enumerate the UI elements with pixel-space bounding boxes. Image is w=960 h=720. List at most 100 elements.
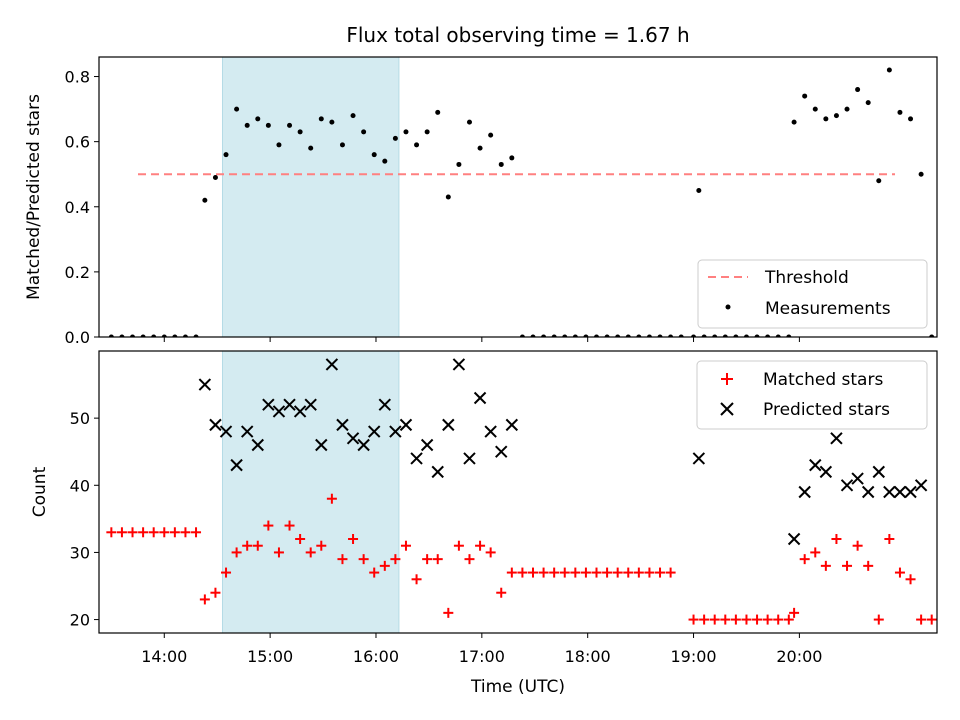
measurement-point bbox=[509, 155, 515, 161]
measurement-point bbox=[212, 174, 218, 180]
matched-star-point bbox=[623, 567, 634, 578]
predicted-star-point bbox=[378, 398, 392, 411]
predicted-star-point bbox=[819, 465, 833, 479]
matched-star-point bbox=[390, 554, 401, 565]
predicted-star-point bbox=[293, 405, 307, 418]
measurement-point bbox=[615, 334, 621, 337]
measurement-point bbox=[844, 106, 850, 112]
x-tick-label: 20:00 bbox=[776, 647, 822, 666]
measurement-point bbox=[318, 116, 324, 122]
measurement-point bbox=[466, 119, 472, 125]
matched-star-point bbox=[783, 614, 794, 625]
matched-star-point bbox=[688, 614, 699, 625]
predicted-star-point bbox=[463, 452, 476, 465]
matched-star-point bbox=[644, 567, 655, 578]
predicted-star-point bbox=[505, 418, 519, 432]
predicted-star-point bbox=[904, 485, 917, 499]
predicted-star-point bbox=[883, 485, 896, 499]
measurement-point bbox=[908, 116, 914, 122]
measurement-point bbox=[604, 334, 610, 337]
matched-star-point bbox=[326, 493, 337, 504]
bottom-y-axis-label: Count bbox=[30, 466, 50, 517]
measurement-point bbox=[722, 334, 728, 337]
matched-star-point bbox=[884, 534, 895, 544]
measurement-point bbox=[646, 334, 652, 337]
matched-star-point bbox=[191, 527, 202, 538]
matched-star-point bbox=[762, 614, 773, 625]
predicted-star-point bbox=[830, 432, 843, 445]
legend-predicted-label: Predicted stars bbox=[763, 400, 890, 420]
measurement-point bbox=[551, 334, 557, 337]
measurement-point bbox=[424, 129, 430, 135]
matched-star-point bbox=[506, 567, 517, 578]
measurement-point bbox=[802, 93, 808, 99]
matched-star-point bbox=[842, 560, 853, 571]
matched-star-point bbox=[106, 527, 117, 538]
measurement-point bbox=[625, 334, 631, 337]
measurement-point bbox=[244, 122, 250, 128]
measurement-point bbox=[823, 116, 829, 122]
matched-star-point bbox=[905, 574, 916, 585]
matched-star-point bbox=[894, 567, 905, 578]
legend-threshold-label: Threshold bbox=[764, 268, 849, 288]
ratio-legend: Threshold Measurements bbox=[697, 259, 928, 329]
measurement-point bbox=[691, 334, 697, 337]
matched-star-point bbox=[741, 614, 752, 625]
measurement-point bbox=[519, 334, 525, 337]
measurement-point bbox=[657, 334, 663, 337]
y-tick-label: 0.4 bbox=[65, 198, 90, 217]
predicted-star-point bbox=[251, 438, 264, 452]
matched-star-point bbox=[221, 567, 232, 578]
panel-frame bbox=[98, 56, 938, 338]
measurement-point bbox=[572, 334, 578, 337]
matched-star-point bbox=[411, 574, 422, 585]
legend-matched-label: Matched stars bbox=[763, 370, 883, 390]
predicted-star-point bbox=[399, 418, 413, 432]
matched-star-point bbox=[180, 527, 191, 538]
matched-star-point bbox=[937, 615, 947, 625]
y-tick-label: 0.0 bbox=[65, 328, 90, 347]
predicted-star-point bbox=[914, 479, 928, 492]
measurement-point bbox=[223, 152, 229, 158]
x-tick-label: 19:00 bbox=[670, 647, 716, 666]
measurement-point bbox=[151, 334, 157, 337]
matched-star-point bbox=[799, 554, 810, 565]
predicted-star-point bbox=[315, 438, 328, 452]
matched-star-point bbox=[527, 567, 538, 578]
measurement-point bbox=[435, 109, 441, 115]
matched-star-point bbox=[580, 567, 591, 578]
predicted-star-point bbox=[420, 438, 434, 452]
matched-star-point bbox=[138, 527, 149, 538]
measurement-point bbox=[161, 334, 167, 337]
matched-star-point bbox=[432, 554, 443, 565]
matched-star-point bbox=[517, 567, 528, 578]
measurement-point bbox=[897, 109, 903, 115]
matched-star-point bbox=[496, 587, 507, 598]
measurement-point bbox=[297, 129, 303, 135]
measurement-point bbox=[678, 334, 684, 337]
matched-star-point bbox=[337, 554, 348, 565]
measurement-point bbox=[530, 334, 536, 337]
measurement-point bbox=[445, 194, 451, 200]
predicted-star-point bbox=[209, 418, 222, 432]
predicted-star-point bbox=[336, 418, 349, 432]
measurement-point bbox=[382, 158, 388, 164]
predicted-star-point bbox=[283, 398, 296, 411]
measurement-point bbox=[339, 142, 345, 148]
measurement-point bbox=[403, 129, 409, 135]
matched-star-point bbox=[538, 567, 549, 578]
matched-star-point bbox=[210, 587, 221, 598]
measurement-point bbox=[350, 113, 356, 119]
measurement-point bbox=[876, 178, 882, 184]
matched-star-point bbox=[199, 594, 210, 605]
measurement-point bbox=[929, 334, 935, 337]
matched-star-point bbox=[665, 567, 676, 578]
y-tick-label: 40 bbox=[70, 476, 90, 495]
y-tick-label: 20 bbox=[70, 611, 90, 630]
matched-star-point bbox=[948, 615, 958, 625]
measurement-point bbox=[255, 116, 261, 122]
measurement-point bbox=[202, 197, 208, 203]
measurement-point bbox=[414, 142, 420, 148]
matched-star-point bbox=[263, 520, 274, 531]
matched-star-point bbox=[699, 614, 710, 625]
